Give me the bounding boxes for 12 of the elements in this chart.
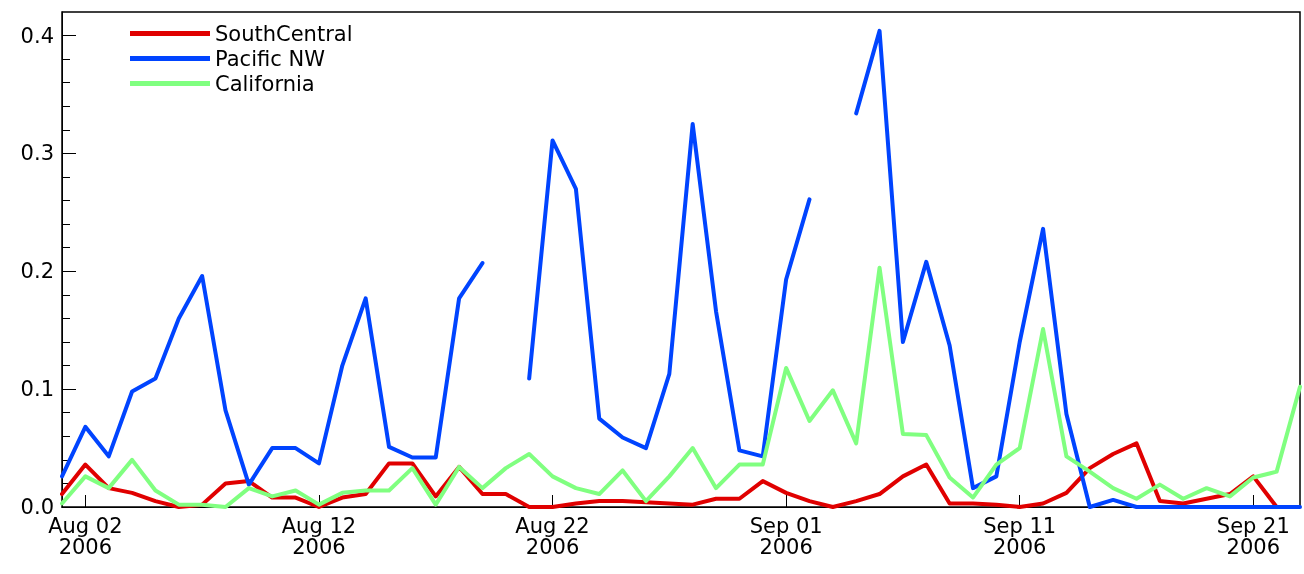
- x-tick-label: Sep 11 2006: [983, 513, 1057, 559]
- y-tick-label: 0.4: [20, 23, 54, 48]
- legend-label: Pacific NW: [215, 46, 326, 71]
- legend-label: SouthCentral: [215, 21, 353, 46]
- legend-label: California: [215, 71, 315, 96]
- y-tick-label: 0.3: [20, 141, 54, 166]
- x-tick-label: Sep 01 2006: [749, 513, 823, 559]
- x-tick-label: Aug 12 2006: [281, 513, 357, 559]
- y-tick-label: 0.1: [20, 377, 54, 402]
- x-tick-label: Aug 22 2006: [515, 513, 590, 559]
- x-tick-label: Sep 21 2006: [1216, 513, 1290, 559]
- y-tick-label: 0.2: [20, 259, 54, 284]
